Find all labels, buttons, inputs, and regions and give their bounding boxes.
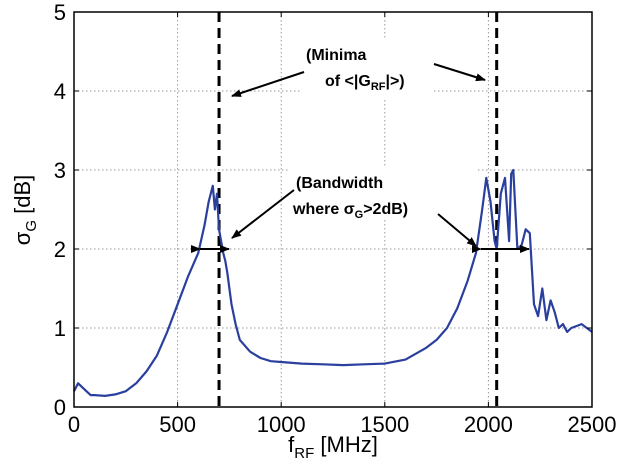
arrow-to-right-band (437, 213, 477, 247)
plot-frame (73, 11, 593, 408)
x-tick-label-1: 500 (159, 412, 196, 437)
y-tick-label-3: 3 (54, 158, 66, 183)
y-tick-label-5: 5 (54, 0, 66, 25)
series-line-0 (73, 168, 593, 397)
y-tick-label-4: 4 (54, 79, 66, 104)
y-tick-label-1: 1 (54, 316, 66, 341)
series-layer (73, 168, 593, 397)
x-tick-label-2: 1000 (257, 412, 306, 437)
annotation-minima-line2: of <|GRF|>) (325, 73, 405, 93)
annotation-bandwidth: (Bandwidth where σG>2dB) (231, 168, 477, 247)
annotation-minima-line1: (Minima (306, 47, 367, 64)
reference-lines (217, 12, 499, 407)
y-tick-label-0: 0 (54, 395, 66, 420)
arrow-to-right-minimum (433, 63, 486, 82)
arrow-to-left-band (231, 189, 295, 239)
annotation-bandwidth-line2: where σG>2dB) (292, 201, 408, 221)
x-tick-label-5: 2500 (568, 412, 617, 437)
annotation-minima: (Minima of <|GRF|>) (231, 38, 486, 98)
x-axis-label: fRF [MHz] (288, 432, 378, 462)
arrow-to-left-minimum (231, 71, 305, 97)
x-tick-label-0: 0 (68, 412, 80, 437)
y-tick-label-2: 2 (54, 237, 66, 262)
tick-labels: 0 500 1000 1500 2000 2500 0 1 2 3 4 5 (54, 0, 617, 437)
y-axis-label: σG [dB] (10, 175, 40, 246)
x-tick-label-3: 1500 (360, 412, 409, 437)
annotation-bandwidth-line1: (Bandwidth (296, 175, 383, 192)
x-tick-label-4: 2000 (464, 412, 513, 437)
